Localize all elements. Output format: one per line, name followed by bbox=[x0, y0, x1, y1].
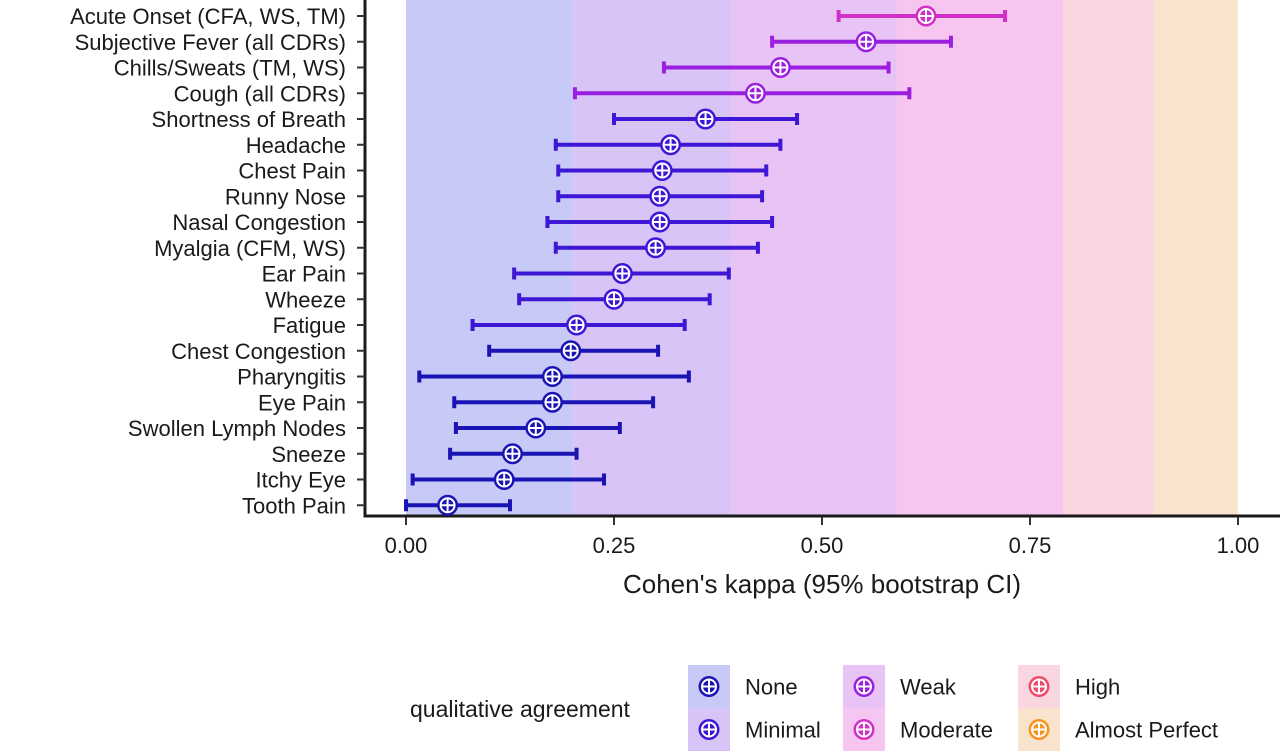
y-tick-label: Runny Nose bbox=[225, 184, 346, 209]
y-tick-label: Eye Pain bbox=[258, 390, 346, 415]
legend: qualitative agreement None Minimal Weak Mod… bbox=[410, 665, 1218, 751]
estimate-row bbox=[404, 494, 512, 516]
y-tick-label: Headache bbox=[246, 133, 346, 158]
legend-label: Minimal bbox=[745, 718, 821, 743]
estimate-row bbox=[417, 366, 691, 387]
y-tick-label: Chills/Sweats (TM, WS) bbox=[114, 56, 346, 81]
y-tick-label: Shortness of Breath bbox=[152, 107, 346, 132]
estimate-row bbox=[661, 57, 891, 78]
y-tick-label: Wheeze bbox=[265, 287, 346, 312]
estimate-row bbox=[556, 160, 769, 181]
y-tick-label: Swollen Lymph Nodes bbox=[128, 416, 346, 441]
x-tick-label: 0.25 bbox=[593, 533, 636, 558]
estimates bbox=[404, 5, 1008, 516]
estimate-row bbox=[556, 185, 765, 207]
estimate-row bbox=[453, 417, 622, 439]
band-weak bbox=[730, 0, 897, 515]
y-tick-label: Sneeze bbox=[271, 442, 346, 467]
legend-label: Moderate bbox=[900, 718, 993, 743]
y-tick-label: Subjective Fever (all CDRs) bbox=[75, 30, 346, 55]
y-tick-labels: Acute Onset (CFA, WS, TM)Subjective Feve… bbox=[70, 4, 365, 518]
estimate-row bbox=[770, 31, 953, 53]
band-almost-perfect bbox=[1154, 0, 1238, 515]
legend-entry: Almost Perfect bbox=[1018, 708, 1218, 751]
y-tick-label: Ear Pain bbox=[262, 262, 346, 287]
x-tick-label: 0.50 bbox=[801, 533, 844, 558]
band-high bbox=[1063, 0, 1155, 515]
legend-label: High bbox=[1075, 675, 1120, 700]
estimate-row bbox=[452, 391, 656, 413]
legend-entry: Weak bbox=[843, 665, 957, 708]
legend-label: Weak bbox=[900, 675, 957, 700]
legend-entry: None bbox=[688, 665, 798, 708]
legend-entry: Moderate bbox=[843, 708, 993, 751]
y-tick-label: Fatigue bbox=[273, 313, 346, 338]
legend-label: Almost Perfect bbox=[1075, 718, 1218, 743]
estimate-row bbox=[572, 82, 912, 104]
y-tick-label: Chest Pain bbox=[238, 159, 346, 184]
estimate-row bbox=[517, 288, 712, 310]
legend-entry: Minimal bbox=[688, 708, 821, 751]
x-axis-title: Cohen's kappa (95% bootstrap CI) bbox=[623, 569, 1021, 599]
estimate-row bbox=[612, 108, 800, 130]
x-tick-label: 0.75 bbox=[1009, 533, 1052, 558]
y-tick-label: Pharyngitis bbox=[237, 365, 346, 390]
estimate-row bbox=[545, 211, 775, 233]
legend-entry: High bbox=[1018, 665, 1120, 708]
x-ticks: 0.00 0.25 0.50 0.75 1.00 bbox=[385, 517, 1260, 558]
agreement-bands bbox=[406, 0, 1238, 515]
band-none bbox=[406, 0, 573, 515]
axes bbox=[363, 0, 1280, 518]
estimate-row bbox=[448, 443, 579, 465]
y-tick-label: Nasal Congestion bbox=[172, 210, 346, 235]
band-moderate bbox=[896, 0, 1064, 515]
estimate-row bbox=[410, 469, 607, 490]
estimate-row bbox=[512, 263, 731, 284]
band-minimal bbox=[572, 0, 731, 515]
y-tick-label: Itchy Eye bbox=[256, 468, 346, 493]
y-tick-label: Myalgia (CFM, WS) bbox=[154, 236, 346, 261]
legend-label: None bbox=[745, 675, 798, 700]
legend-title: qualitative agreement bbox=[410, 696, 631, 722]
estimate-row bbox=[487, 340, 661, 362]
estimate-row bbox=[470, 314, 687, 336]
estimate-row bbox=[553, 134, 783, 156]
y-tick-label: Cough (all CDRs) bbox=[174, 81, 346, 106]
y-tick-label: Tooth Pain bbox=[242, 493, 346, 518]
x-tick-label: 0.00 bbox=[385, 533, 428, 558]
estimate-row bbox=[836, 5, 1008, 27]
x-tick-label: 1.00 bbox=[1217, 533, 1260, 558]
y-tick-label: Chest Congestion bbox=[171, 339, 346, 364]
estimate-row bbox=[553, 237, 760, 259]
y-tick-label: Acute Onset (CFA, WS, TM) bbox=[70, 4, 346, 29]
